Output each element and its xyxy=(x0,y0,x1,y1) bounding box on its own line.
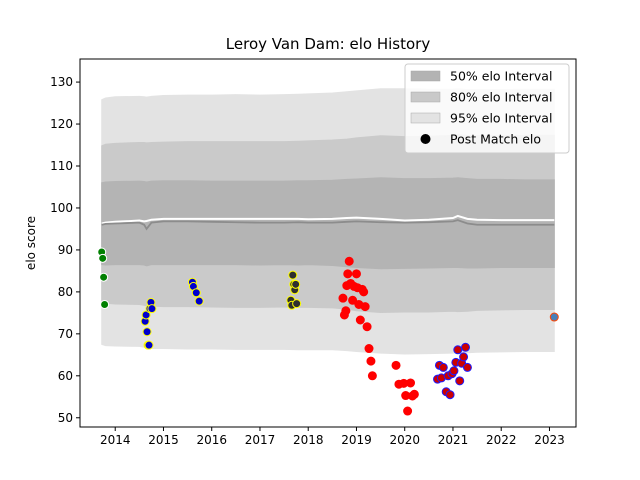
y-tick-label: 110 xyxy=(50,159,73,173)
data-point xyxy=(462,362,472,372)
legend-swatch xyxy=(410,70,441,82)
data-point xyxy=(355,315,365,325)
data-point xyxy=(338,293,348,303)
x-tick-label: 2019 xyxy=(341,433,372,447)
legend-marker xyxy=(420,134,431,144)
data-point xyxy=(367,371,377,381)
legend-label: Post Match elo xyxy=(450,132,541,147)
data-point xyxy=(409,389,419,399)
y-tick-label: 90 xyxy=(58,243,73,257)
legend-label: 95% elo Interval xyxy=(450,111,552,126)
data-point xyxy=(453,345,463,355)
data-point xyxy=(144,340,154,350)
data-point xyxy=(292,299,302,309)
x-tick-label: 2018 xyxy=(293,433,324,447)
x-tick-label: 2015 xyxy=(148,433,179,447)
data-point xyxy=(194,296,204,306)
legend-swatch xyxy=(410,112,441,124)
x-tick-label: 2021 xyxy=(438,433,469,447)
y-tick-label: 60 xyxy=(58,369,73,383)
legend-label: 80% elo Interval xyxy=(450,90,552,105)
data-point xyxy=(100,299,110,309)
data-point xyxy=(344,256,354,266)
data-point xyxy=(348,295,358,305)
data-point xyxy=(445,390,455,400)
data-point xyxy=(341,306,351,316)
data-point xyxy=(391,360,401,370)
plot-area: 2014 2015 2016 2017 2018 2019 2020 2021 2022 2023… xyxy=(50,58,577,447)
data-point xyxy=(142,327,152,337)
y-tick-label: 70 xyxy=(58,327,73,341)
data-point xyxy=(191,288,201,298)
data-point xyxy=(147,304,157,314)
x-tick-label: 2023 xyxy=(534,433,565,447)
y-axis-label: elo score xyxy=(24,216,38,270)
legend-label: 50% elo Interval xyxy=(450,69,552,84)
y-tick-label: 100 xyxy=(50,201,73,215)
x-tick-label: 2014 xyxy=(100,433,131,447)
y-tick-label: 120 xyxy=(50,117,73,131)
x-tick-label: 2017 xyxy=(245,433,276,447)
data-point xyxy=(403,406,413,416)
chart-title: Leroy Van Dam: elo History xyxy=(226,35,431,53)
y-tick-label: 50 xyxy=(58,411,73,425)
data-point xyxy=(406,378,416,388)
y-tick-label: 80 xyxy=(58,285,73,299)
data-point xyxy=(455,376,465,386)
data-point xyxy=(362,322,372,332)
data-point xyxy=(99,272,109,282)
legend-box xyxy=(404,63,570,154)
data-point xyxy=(351,269,361,279)
axes-frame xyxy=(79,58,577,428)
legend-swatch xyxy=(410,91,441,103)
data-point xyxy=(549,312,559,322)
data-point xyxy=(288,270,298,280)
data-point xyxy=(343,269,353,279)
data-point xyxy=(364,344,374,354)
x-tick-label: 2016 xyxy=(196,433,227,447)
data-point xyxy=(359,287,369,297)
data-point xyxy=(366,356,376,366)
data-point xyxy=(291,279,301,289)
median-line xyxy=(101,219,555,231)
data-point xyxy=(98,253,108,263)
x-tick-label: 2020 xyxy=(389,433,420,447)
data-point xyxy=(449,366,459,376)
data-point xyxy=(459,352,469,362)
y-tick-label: 130 xyxy=(50,75,73,89)
data-point xyxy=(438,362,448,372)
data-point xyxy=(360,302,370,312)
x-tick-label: 2022 xyxy=(486,433,517,447)
data-point xyxy=(461,342,471,352)
mean-line xyxy=(101,214,555,225)
legend: 50% elo Interval 80% elo Interval 95% elo … xyxy=(404,63,570,154)
